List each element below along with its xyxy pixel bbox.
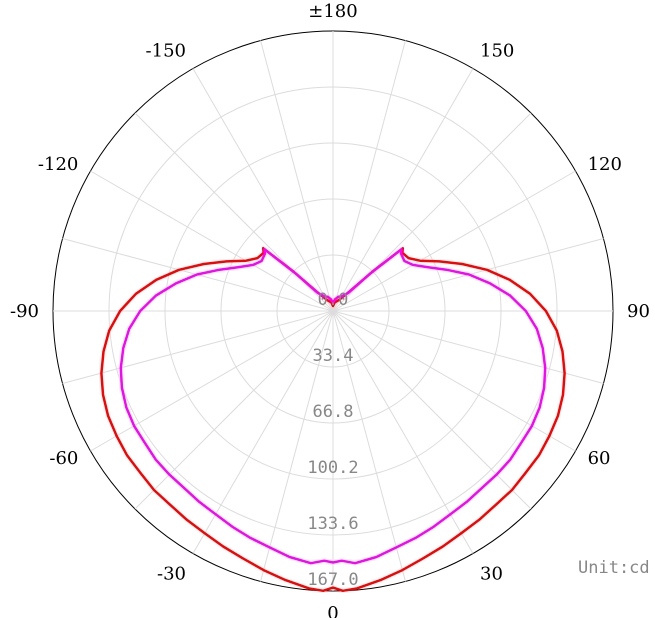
radial-tick-label: 133.6 xyxy=(307,514,358,534)
grid-spoke xyxy=(332,310,406,582)
radial-tick-label: 33.4 xyxy=(313,346,354,366)
angle-tick-label: -60 xyxy=(49,448,78,469)
radial-tick-label: 167.0 xyxy=(307,570,358,590)
angle-tick-label: -30 xyxy=(157,564,186,585)
angle-tick-label: -150 xyxy=(146,40,186,61)
angle-tick-label: -90 xyxy=(10,301,39,322)
polar-grid xyxy=(52,30,614,592)
radial-tick-label: 100.2 xyxy=(307,458,358,478)
grid-spoke xyxy=(332,310,576,452)
grid-spoke xyxy=(332,310,474,554)
angle-tick-label: 90 xyxy=(627,301,650,322)
grid-spoke xyxy=(192,68,334,312)
grid-spoke xyxy=(134,310,334,510)
grid-spoke xyxy=(332,40,406,312)
grid-spoke xyxy=(90,310,334,452)
chart-labels: 0.0 33.4 66.8 100.2 133.6 167.0 ±180 150 120 90 60… xyxy=(10,1,650,618)
radial-tick-label: 0.0 xyxy=(318,290,349,310)
data-series xyxy=(100,246,566,593)
grid-spoke xyxy=(62,310,334,384)
angle-tick-label: -120 xyxy=(38,154,78,175)
angle-tick-label: ±180 xyxy=(308,1,357,22)
angle-tick-label: 150 xyxy=(480,40,514,61)
angle-tick-label: 120 xyxy=(588,154,622,175)
series-line-2 xyxy=(119,248,547,565)
grid-spoke xyxy=(332,310,604,384)
angle-tick-label: 30 xyxy=(480,564,503,585)
grid-spoke xyxy=(332,310,532,510)
angle-tick-label: 0 xyxy=(327,603,338,618)
grid-spoke xyxy=(192,310,334,554)
unit-label: Unit:cd xyxy=(578,558,650,578)
grid-spoke xyxy=(90,170,334,312)
grid-spoke xyxy=(260,40,334,312)
series-line-1 xyxy=(100,246,566,593)
grid-spoke xyxy=(260,310,334,582)
angle-tick-label: 60 xyxy=(588,448,611,469)
grid-spoke xyxy=(332,170,576,312)
radial-tick-label: 66.8 xyxy=(313,402,354,422)
grid-spoke xyxy=(332,68,474,312)
